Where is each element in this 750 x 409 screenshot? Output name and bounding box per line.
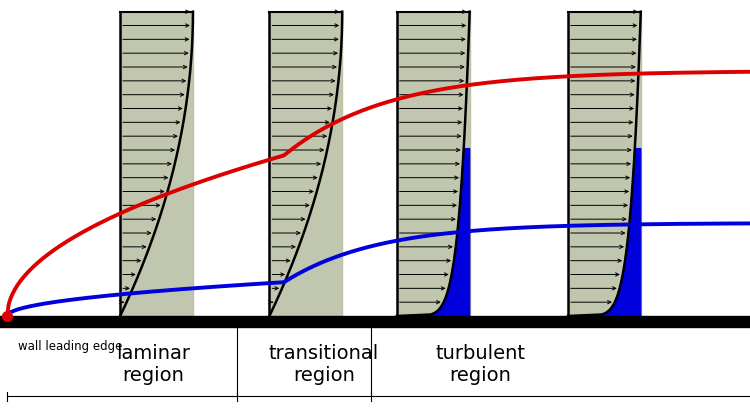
Polygon shape [397, 13, 470, 316]
Text: transitional
region: transitional region [269, 343, 380, 384]
Text: laminar
region: laminar region [116, 343, 190, 384]
Text: turbulent
region: turbulent region [436, 343, 526, 384]
Polygon shape [568, 13, 640, 316]
Polygon shape [120, 13, 193, 316]
Polygon shape [568, 149, 640, 316]
Polygon shape [397, 149, 470, 316]
Polygon shape [269, 13, 342, 316]
Text: wall leading edge: wall leading edge [18, 339, 122, 353]
